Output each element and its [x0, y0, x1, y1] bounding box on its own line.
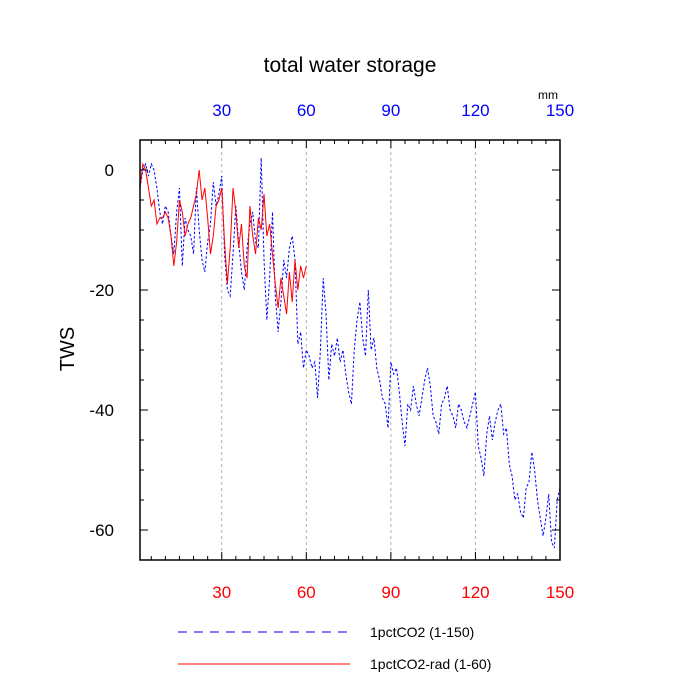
x-tick-label-top: 150: [546, 101, 574, 120]
y-tick-label: -20: [89, 281, 114, 300]
y-axis-label: TWS: [57, 327, 79, 371]
top-axis-units: mm: [538, 88, 558, 102]
x-tick-label-top: 90: [381, 101, 400, 120]
chart-title: total water storage: [264, 54, 437, 77]
plot-frame: [139, 139, 561, 561]
x-tick-label-top: 60: [297, 101, 316, 120]
x-tick-label-bottom: 120: [461, 583, 489, 602]
x-tick-label-top: 30: [212, 101, 231, 120]
axis-ticks: 30 30 60 60 90 90 120 120 150 150 0 -20 -40 -60: [89, 101, 574, 602]
x-tick-label-bottom: 150: [546, 583, 574, 602]
x-tick-label-bottom: 90: [381, 583, 400, 602]
series-lines: [139, 157, 561, 549]
legend-label-2: 1pctCO2-rad (1-60): [370, 656, 491, 672]
x-tick-label-bottom: 30: [212, 583, 231, 602]
y-tick-label: -60: [89, 521, 114, 540]
series-line-2: [139, 162, 307, 315]
series-line-1: [139, 157, 561, 549]
y-tick-label: -40: [89, 401, 114, 420]
x-gridlines: [221, 140, 476, 560]
x-tick-label-bottom: 60: [297, 583, 316, 602]
x-tick-label-top: 120: [461, 101, 489, 120]
legend-label-1: 1pctCO2 (1-150): [370, 624, 474, 640]
y-tick-label: 0: [105, 161, 114, 180]
legend: 1pctCO2 (1-150) 1pctCO2-rad (1-60): [178, 624, 491, 672]
